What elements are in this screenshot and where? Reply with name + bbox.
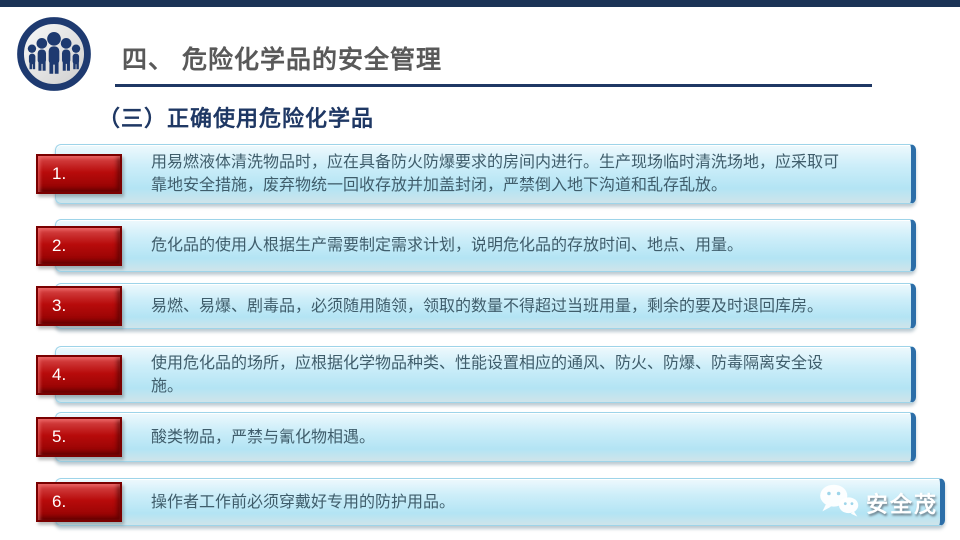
item-bar: 酸类物品，严禁与氰化物相遇。 <box>55 412 916 462</box>
item-text: 危化品的使用人根据生产需要制定需求计划，说明危化品的存放时间、地点、用量。 <box>151 237 744 254</box>
item-number-badge: 3. <box>36 286 122 326</box>
item-number-badge: 6. <box>36 482 122 522</box>
item-bar: 危化品的使用人根据生产需要制定需求计划，说明危化品的存放时间、地点、用量。 <box>55 219 916 272</box>
item-number-badge: 5. <box>36 417 122 457</box>
item-bar: 使用危化品的场所，应根据化学物品种类、性能设置相应的通风、防火、防爆、防毒隔离安… <box>55 346 916 403</box>
item-text: 使用危化品的场所，应根据化学物品种类、性能设置相应的通风、防火、防爆、防毒隔离安… <box>151 354 824 395</box>
top-accent-bar <box>0 0 960 7</box>
item-number-badge: 1. <box>36 154 122 194</box>
list-item: 易燃、易爆、剧毒品，必须随用随领，领取的数量不得超过当班用量，剩余的要及时退回库… <box>36 283 916 329</box>
list-item: 用易燃液体清洗物品时，应在具备防火防爆要求的房间内进行。生产现场临时清洗场地，应… <box>36 144 916 204</box>
list-item: 操作者工作前必须穿戴好专用的防护用品。 6. <box>36 478 945 526</box>
list-item: 危化品的使用人根据生产需要制定需求计划，说明危化品的存放时间、地点、用量。 2. <box>36 219 916 272</box>
item-number-badge: 2. <box>36 225 122 266</box>
item-bar: 易燃、易爆、剧毒品，必须随用随领，领取的数量不得超过当班用量，剩余的要及时退回库… <box>55 283 916 329</box>
wechat-icon <box>818 482 860 523</box>
title-underline <box>115 84 872 87</box>
item-bar: 操作者工作前必须穿戴好专用的防护用品。 <box>55 478 945 526</box>
list-item: 酸类物品，严禁与氰化物相遇。 5. <box>36 412 916 462</box>
list-item: 使用危化品的场所，应根据化学物品种类、性能设置相应的通风、防火、防爆、防毒隔离安… <box>36 346 916 403</box>
item-text: 操作者工作前必须穿戴好专用的防护用品。 <box>151 493 456 511</box>
item-text: 酸类物品，严禁与氰化物相遇。 <box>151 428 376 446</box>
section-subtitle: （三）正确使用危险化学品 <box>98 106 375 131</box>
item-bar: 用易燃液体清洗物品时，应在具备防火防爆要求的房间内进行。生产现场临时清洗场地，应… <box>55 144 916 204</box>
watermark-label: 安全茂 <box>865 491 938 517</box>
item-number-badge: 4. <box>36 354 122 395</box>
brand-watermark: 安全茂 <box>818 482 938 523</box>
item-text: 用易燃液体清洗物品时，应在具备防火防爆要求的房间内进行。生产现场临时清洗场地，应… <box>151 154 840 194</box>
page-title: 四、 危险化学品的安全管理 <box>122 46 442 74</box>
people-group-icon <box>16 16 92 92</box>
item-text: 易燃、易爆、剧毒品，必须随用随领，领取的数量不得超过当班用量，剩余的要及时退回库… <box>151 297 824 315</box>
